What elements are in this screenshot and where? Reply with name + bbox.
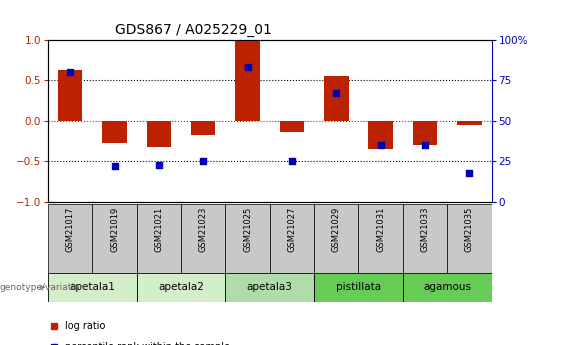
Text: GSM21035: GSM21035 [465, 207, 474, 253]
Text: GSM21025: GSM21025 [243, 207, 252, 252]
Bar [225, 273, 314, 302]
Text: GSM21017: GSM21017 [66, 207, 75, 253]
Point [110, 164, 119, 169]
Bar [280, 121, 304, 132]
Text: GSM21023: GSM21023 [199, 207, 208, 253]
Bar [447, 204, 492, 273]
Bar [48, 204, 93, 273]
Bar [137, 204, 181, 273]
Text: GDS867 / A025229_01: GDS867 / A025229_01 [115, 23, 271, 37]
Bar [368, 121, 393, 149]
Bar [236, 41, 260, 121]
Text: apetala3: apetala3 [247, 282, 293, 292]
Text: GSM21033: GSM21033 [420, 207, 429, 253]
Bar [413, 121, 437, 145]
Bar [457, 121, 481, 125]
Text: apetala2: apetala2 [158, 282, 204, 292]
Point [288, 159, 297, 164]
Bar [191, 121, 215, 135]
Text: log ratio: log ratio [65, 321, 105, 331]
Text: GSM21029: GSM21029 [332, 207, 341, 252]
Bar [403, 273, 492, 302]
Bar [270, 204, 314, 273]
Text: percentile rank within the sample: percentile rank within the sample [65, 342, 230, 345]
Point [66, 69, 75, 75]
Text: apetala1: apetala1 [69, 282, 115, 292]
Bar [358, 204, 403, 273]
Text: pistillata: pistillata [336, 282, 381, 292]
Bar [403, 204, 447, 273]
Bar [324, 76, 349, 121]
Bar [48, 273, 137, 302]
Text: GSM21027: GSM21027 [288, 207, 297, 253]
Bar [102, 121, 127, 144]
Bar [147, 121, 171, 147]
Point [199, 159, 208, 164]
Bar [314, 273, 403, 302]
Bar [314, 204, 358, 273]
Point [332, 90, 341, 96]
Text: GSM21031: GSM21031 [376, 207, 385, 253]
Text: agamous: agamous [423, 282, 471, 292]
Bar [137, 273, 225, 302]
Text: genotype/variation: genotype/variation [0, 283, 86, 292]
Point [465, 170, 474, 175]
Bar [58, 70, 82, 121]
Text: GSM21021: GSM21021 [154, 207, 163, 252]
Bar [181, 204, 225, 273]
Point [243, 65, 252, 70]
Text: GSM21019: GSM21019 [110, 207, 119, 252]
Bar [225, 204, 270, 273]
Point [154, 162, 163, 167]
Point [376, 142, 385, 148]
Bar [93, 204, 137, 273]
Point [420, 142, 429, 148]
